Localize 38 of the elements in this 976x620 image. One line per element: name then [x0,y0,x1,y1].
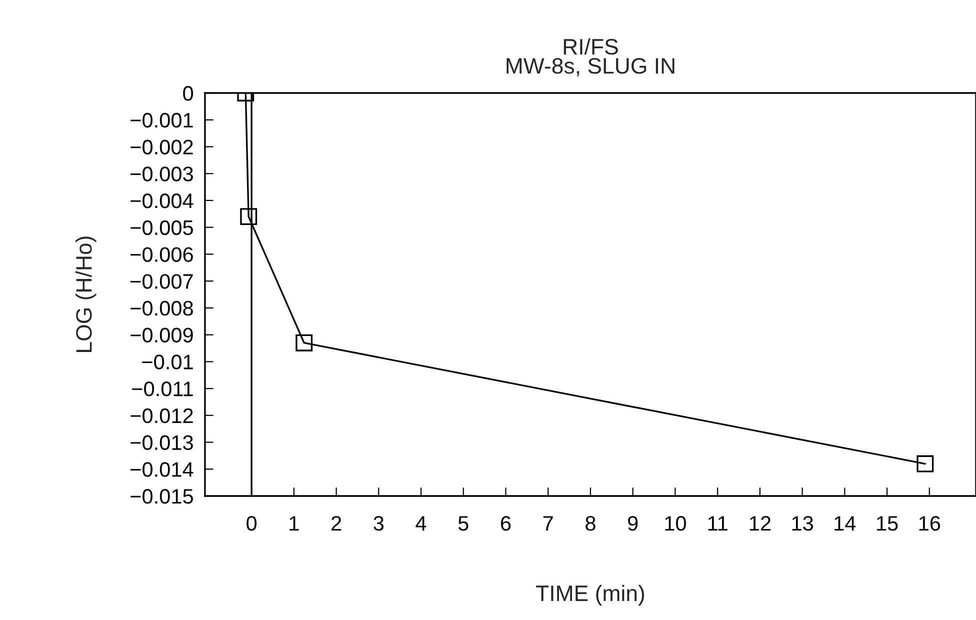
point [916,455,934,472]
x-tick-label: 11 [708,516,728,531]
x-tick-label: 1 [290,516,299,531]
x-tick-label: 5 [458,516,468,531]
x-tick-label: 4 [416,516,426,531]
x-tick-label: 9 [628,516,638,531]
x-tick-label: 12 [750,516,770,531]
x-tick-label: 16 [919,516,940,531]
point [296,334,313,352]
y-tick-label: 0 [183,86,194,101]
x-tick-label: 13 [792,516,813,531]
y-tick-label: −0.003 [130,166,193,182]
y-tick-label: −0.005 [130,220,193,236]
x-axis-title: TIME (min) [536,584,644,606]
x-tick-label: 7 [543,516,553,531]
x-tick-label: 0 [246,516,257,531]
x-tick-label: 6 [501,516,511,531]
y-tick-label: −0.01 [142,354,193,370]
x-tick-label: 2 [332,516,342,531]
y-tick-label: −0.011 [132,382,193,396]
y-tick-label: −0.012 [130,408,193,424]
y-tick-label: −0.013 [130,435,193,450]
y-tick-label: −0.008 [130,300,193,316]
x-tick-label: 3 [374,516,384,531]
x-tick-label: 8 [586,516,596,531]
y-tick-label: −0.002 [130,140,193,154]
y-tick-label: −0.015 [130,489,193,504]
y-tick-label: −0.001 [130,112,193,128]
chart-title: RI/FS MW-8s, SLUG IN [506,38,674,76]
x-tick-label: 14 [834,516,856,531]
x-tick-label: 10 [665,516,686,531]
y-tick-label: −0.014 [130,462,194,477]
y-axis-title: LOG (H/Ho) [76,236,96,352]
y-tick-label: −0.009 [130,328,193,343]
x-tick-label: 15 [877,516,898,531]
y-tick-label: −0.004 [130,193,194,208]
y-tick-label: −0.007 [130,274,193,289]
y-tick-label: −0.006 [130,247,193,262]
